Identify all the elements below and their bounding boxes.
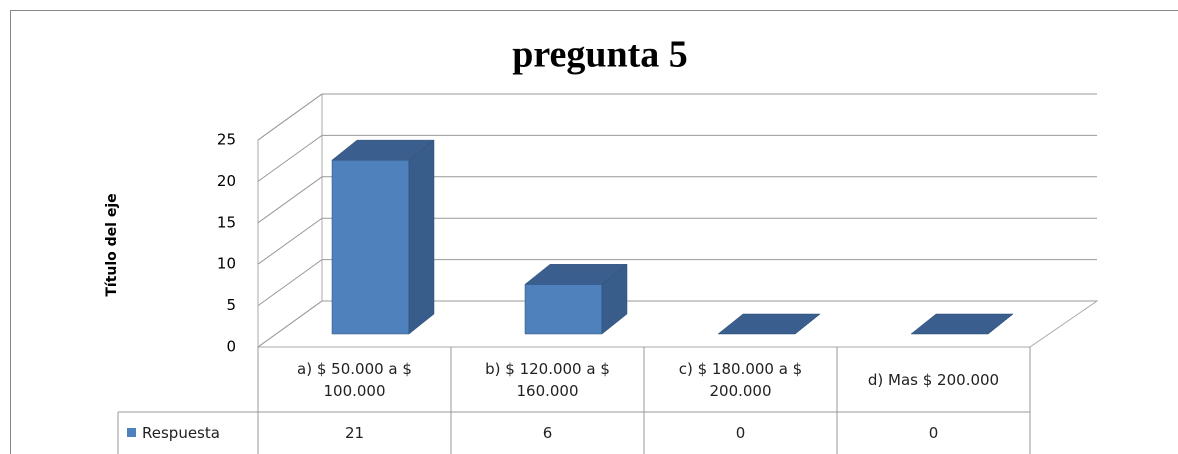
- bar-front: [331, 159, 410, 335]
- y-axis-label: Título del eje: [104, 193, 120, 296]
- grid-line: [257, 300, 1097, 348]
- bar-top: [331, 139, 435, 161]
- chart-title: pregunta 5: [512, 34, 688, 76]
- bar: [910, 313, 1014, 335]
- grid-line: [257, 217, 1097, 265]
- legend-swatch: [127, 428, 136, 437]
- grid-line: [257, 259, 1097, 307]
- grid-line: [257, 134, 1097, 182]
- bar-top: [910, 313, 1014, 335]
- table-value: 21: [344, 424, 365, 442]
- table-value: 0: [928, 424, 939, 442]
- table-value: 0: [735, 424, 746, 442]
- bar: [524, 263, 628, 335]
- grid-line: [257, 176, 1097, 224]
- category-label: d) Mas $ 200.000: [867, 370, 1000, 389]
- bar: [717, 313, 821, 335]
- y-tick-label: 25: [217, 131, 236, 149]
- bar: [331, 139, 435, 335]
- bar-front: [524, 284, 603, 335]
- bar-side: [408, 139, 435, 335]
- y-tick-label: 0: [226, 338, 236, 356]
- chart-border: [10, 10, 1178, 454]
- table-value: 6: [542, 424, 553, 442]
- category-label: a) $ 50.000 a $ 100.000: [297, 359, 412, 400]
- y-tick-label: 5: [226, 296, 236, 314]
- legend-label: Respuesta: [142, 424, 220, 442]
- bar-top: [524, 264, 628, 285]
- y-tick-label: 15: [217, 213, 236, 231]
- category-label: b) $ 120.000 a $ 160.000: [485, 359, 610, 400]
- y-tick-label: 10: [217, 255, 236, 273]
- grid-line: [257, 93, 1097, 141]
- y-tick-label: 20: [217, 172, 236, 190]
- bar-top: [717, 313, 821, 335]
- category-label: c) $ 180.000 a $ 200.000: [678, 359, 803, 400]
